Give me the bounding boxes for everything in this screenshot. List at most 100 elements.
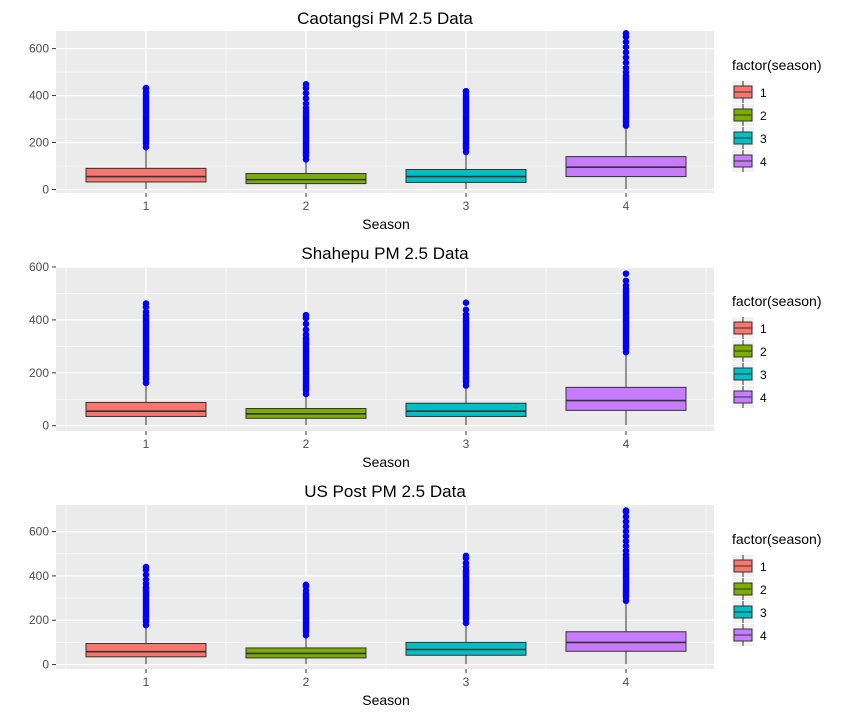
x-axis-label: Season	[362, 692, 409, 708]
outlier-point	[622, 537, 630, 545]
outlier-point	[142, 563, 150, 571]
y-tick-label: 200	[29, 366, 49, 380]
chart-title: Shahepu PM 2.5 Data	[301, 244, 469, 263]
x-tick-label: 3	[463, 675, 470, 689]
outlier-point	[462, 382, 470, 389]
outlier-point	[622, 38, 630, 46]
outlier-point	[622, 64, 630, 72]
outlier-point	[622, 122, 630, 129]
outlier-point	[302, 581, 310, 589]
x-tick-label: 2	[303, 199, 310, 213]
chart-panel-1: Caotangsi PM 2.5 Data 0 200 400 600 1 2 3 4 Seaso…	[29, 9, 822, 232]
outlier-point	[622, 547, 630, 555]
outlier-point	[622, 523, 630, 530]
outlier-point	[622, 277, 630, 285]
outlier-point	[622, 43, 630, 51]
x-axis-label: Season	[362, 216, 409, 232]
outlier-point	[142, 576, 150, 583]
outlier-point	[622, 282, 630, 289]
y-tick-label: 600	[29, 42, 49, 56]
legend-title: factor(season)	[732, 531, 821, 547]
outlier-point	[302, 326, 310, 333]
chart-title: Caotangsi PM 2.5 Data	[297, 9, 473, 28]
outlier-points	[462, 314, 470, 386]
legend-label: 2	[760, 345, 767, 359]
outlier-point	[142, 379, 150, 387]
outlier-point	[462, 148, 470, 156]
outlier-point	[622, 270, 630, 277]
outlier-point	[622, 348, 630, 356]
outlier-points	[302, 590, 310, 636]
outlier-point	[462, 619, 470, 627]
y-tick-label: 600	[29, 525, 49, 539]
outlier-point	[622, 513, 630, 521]
legend-label: 3	[760, 606, 767, 620]
x-tick-label: 3	[463, 437, 470, 451]
box-season-2	[245, 173, 367, 185]
outlier-point	[462, 552, 470, 560]
x-tick-label: 4	[623, 199, 630, 213]
outlier-point	[462, 299, 470, 307]
legend-label: 3	[760, 132, 767, 146]
x-axis-label: Season	[362, 454, 409, 470]
outlier-point	[622, 528, 630, 535]
outlier-point	[142, 300, 150, 307]
outlier-point	[462, 559, 470, 567]
outlier-point	[622, 49, 630, 56]
legend-label: 1	[760, 86, 767, 100]
box-season-1	[85, 643, 207, 658]
outlier-point	[622, 532, 630, 540]
outlier-point	[622, 54, 630, 61]
outlier-points	[462, 91, 470, 152]
outlier-point	[302, 331, 310, 338]
legend-label: 4	[760, 155, 767, 169]
x-tick-label: 1	[143, 437, 150, 451]
box-season-1	[85, 401, 207, 417]
x-tick-label: 2	[303, 437, 310, 451]
legend-title: factor(season)	[732, 57, 821, 73]
outlier-point	[302, 320, 310, 328]
legend-label: 4	[760, 391, 767, 405]
outlier-point	[622, 597, 630, 605]
outlier-point	[622, 542, 630, 550]
y-tick-label: 400	[29, 569, 49, 583]
outlier-point	[622, 518, 630, 525]
legend-label: 2	[760, 109, 767, 123]
x-tick-label: 1	[143, 199, 150, 213]
outlier-point	[142, 621, 150, 629]
y-tick-label: 0	[42, 182, 49, 196]
outlier-point	[142, 571, 150, 579]
legend-label: 1	[760, 322, 767, 336]
y-tick-label: 600	[29, 260, 49, 274]
outlier-point	[302, 156, 310, 163]
y-tick-label: 200	[29, 613, 49, 627]
outlier-point	[302, 100, 310, 107]
outlier-point	[302, 311, 310, 319]
legend-label: 2	[760, 583, 767, 597]
outlier-point	[622, 59, 630, 66]
x-tick-label: 4	[623, 437, 630, 451]
x-tick-label: 4	[623, 675, 630, 689]
y-tick-label: 0	[42, 419, 49, 433]
outlier-points	[142, 583, 150, 626]
outlier-point	[142, 84, 150, 92]
chart-title: US Post PM 2.5 Data	[304, 482, 466, 501]
outlier-points	[462, 567, 470, 623]
outlier-point	[302, 89, 310, 97]
outlier-point	[462, 311, 470, 318]
outlier-point	[462, 88, 470, 95]
outlier-point	[302, 95, 310, 102]
outlier-point	[622, 30, 630, 37]
outlier-points	[622, 72, 630, 126]
outlier-points	[142, 311, 150, 383]
y-tick-label: 200	[29, 136, 49, 150]
y-tick-label: 400	[29, 313, 49, 327]
legend-label: 3	[760, 368, 767, 382]
outlier-point	[622, 507, 630, 514]
legend-label: 4	[760, 629, 767, 643]
x-tick-label: 1	[143, 675, 150, 689]
box-season-3	[405, 402, 527, 417]
x-tick-label: 2	[303, 675, 310, 689]
outlier-point	[142, 308, 150, 316]
